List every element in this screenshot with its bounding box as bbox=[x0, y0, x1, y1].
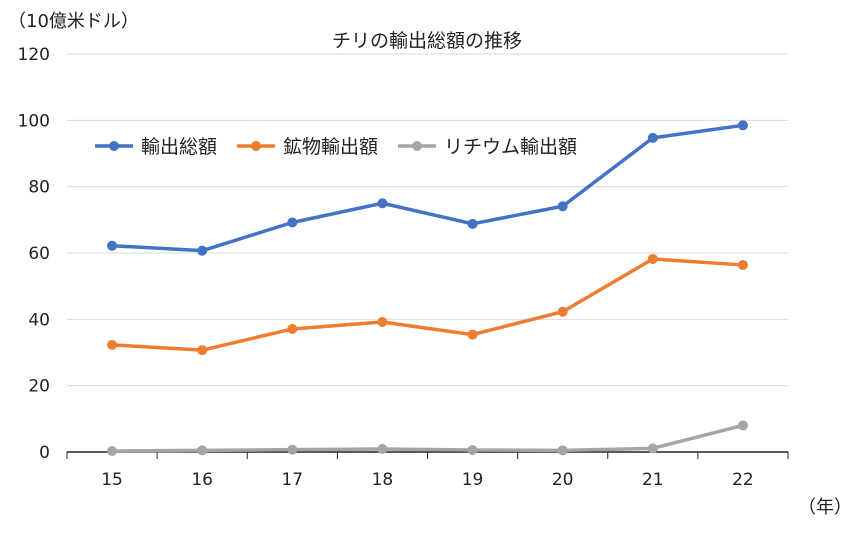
data-point bbox=[197, 445, 208, 456]
data-point bbox=[647, 443, 658, 454]
series-line-3 bbox=[110, 423, 745, 453]
legend-marker bbox=[251, 141, 262, 151]
data-point bbox=[107, 240, 118, 251]
legend-item-3: リチウム輸出額 bbox=[398, 136, 577, 158]
series-lines bbox=[107, 120, 748, 457]
x-tick-label: 19 bbox=[462, 470, 484, 490]
data-point bbox=[107, 446, 118, 457]
y-tick-label: 40 bbox=[28, 310, 50, 330]
y-tick-label: 60 bbox=[28, 244, 50, 264]
y-tick-label: 20 bbox=[28, 377, 50, 397]
data-point bbox=[377, 316, 388, 327]
chart-title: チリの輸出総額の推移 bbox=[332, 30, 522, 52]
data-point bbox=[737, 120, 748, 131]
data-point bbox=[287, 323, 298, 334]
data-point bbox=[197, 345, 208, 356]
y-tick-label: 100 bbox=[18, 111, 50, 131]
data-point bbox=[377, 198, 388, 209]
axes: 0 20 40 60 80 100 120 15 16 17 18 19 20 21 22 bbox=[18, 45, 789, 490]
data-point bbox=[737, 259, 748, 270]
data-point bbox=[647, 132, 658, 143]
y-tick-label: 80 bbox=[28, 178, 50, 198]
data-point bbox=[287, 217, 298, 228]
data-point bbox=[467, 218, 478, 229]
grid-lines bbox=[67, 53, 788, 387]
data-point bbox=[647, 253, 658, 264]
legend-label: リチウム輸出額 bbox=[444, 136, 577, 158]
y-tick-label: 120 bbox=[18, 45, 50, 65]
data-point bbox=[737, 420, 748, 431]
legend-marker bbox=[109, 141, 119, 151]
legend-marker bbox=[412, 141, 423, 151]
data-point bbox=[107, 339, 118, 350]
series-line-2 bbox=[110, 257, 745, 352]
data-point bbox=[287, 444, 298, 455]
x-tick-label: 21 bbox=[642, 470, 664, 490]
x-axis-label: （年） bbox=[798, 497, 852, 518]
data-point bbox=[557, 445, 568, 456]
x-tick-label: 20 bbox=[552, 470, 574, 490]
series-line-1 bbox=[110, 123, 745, 253]
y-tick-label: 0 bbox=[39, 443, 50, 463]
x-tick-label: 16 bbox=[191, 470, 213, 490]
legend-label: 輸出総額 bbox=[141, 136, 217, 158]
y-axis-label: （10億米ドル） bbox=[8, 11, 139, 32]
x-tick-label: 17 bbox=[281, 470, 303, 490]
data-point bbox=[467, 329, 478, 340]
x-tick-label: 22 bbox=[732, 470, 754, 490]
legend-label: 鉱物輸出額 bbox=[283, 136, 378, 158]
data-point bbox=[557, 201, 568, 212]
legend: 輸出総額 鉱物輸出額 リチウム輸出額 bbox=[95, 136, 577, 158]
legend-item-1: 輸出総額 bbox=[95, 136, 217, 158]
x-tick-label: 18 bbox=[372, 470, 394, 490]
data-point bbox=[467, 445, 478, 456]
legend-item-2: 鉱物輸出額 bbox=[237, 136, 378, 158]
data-point bbox=[557, 306, 568, 317]
x-tick-label: 15 bbox=[101, 470, 123, 490]
data-point bbox=[377, 444, 388, 455]
data-point bbox=[197, 245, 208, 256]
